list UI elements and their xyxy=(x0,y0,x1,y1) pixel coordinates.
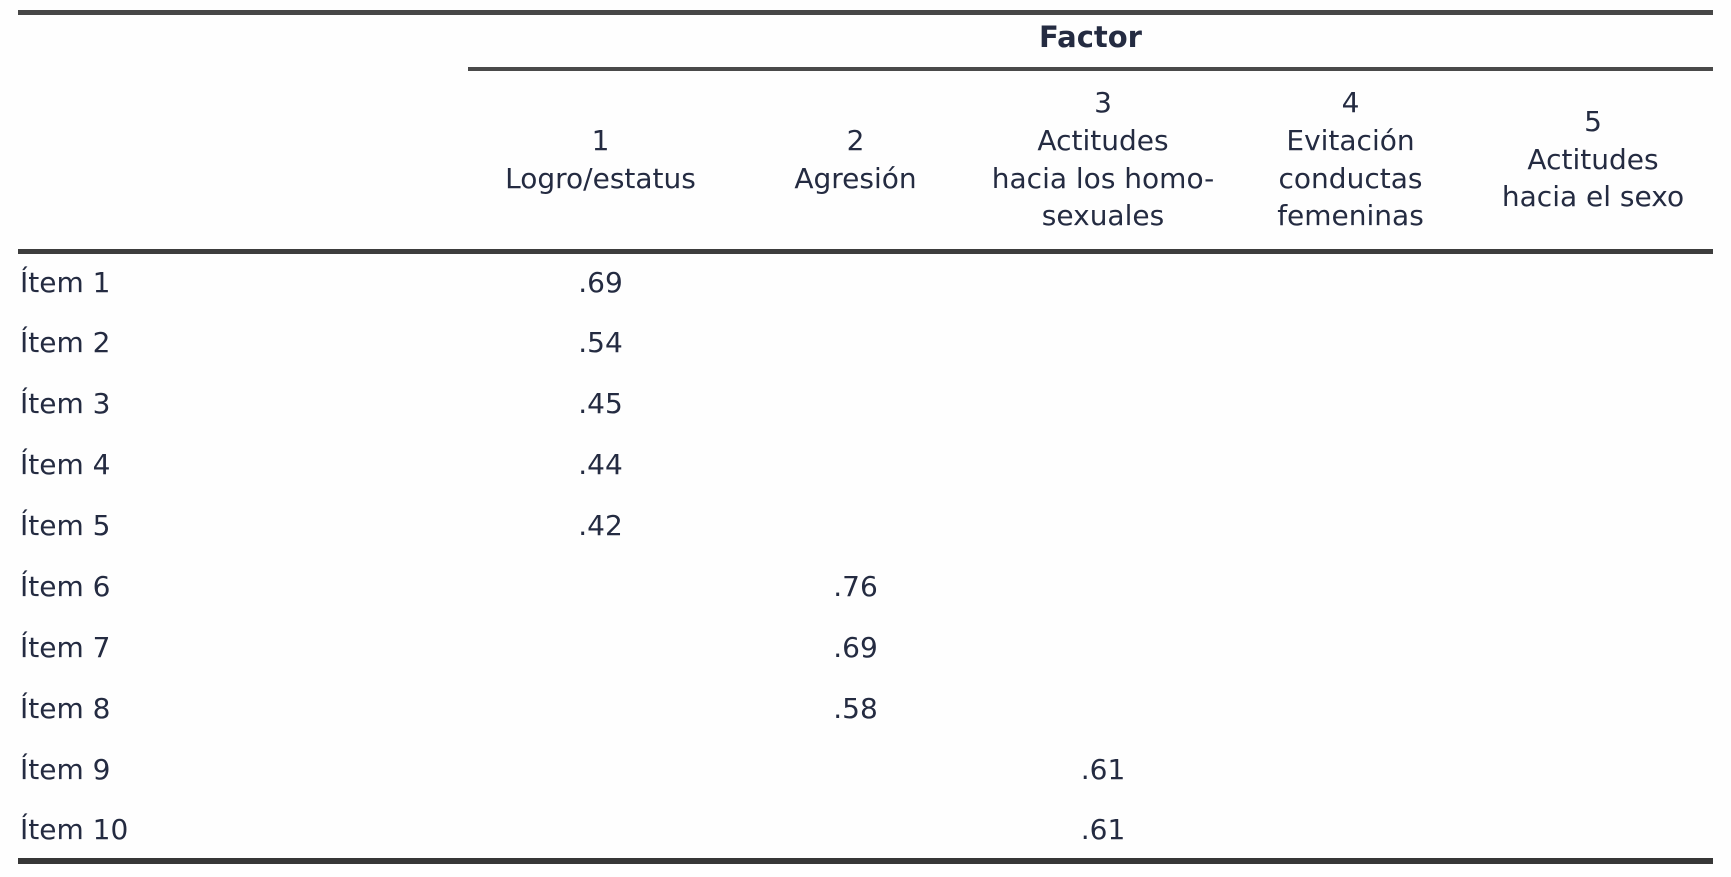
loading-cell xyxy=(468,739,733,800)
loading-cell xyxy=(733,312,978,373)
loading-cell: .54 xyxy=(578,326,623,359)
column-header-actitudes-homosexuales: 3 Actitudes hacia los homo- sexuales xyxy=(978,68,1228,254)
loading-cell xyxy=(733,739,978,800)
loading-cell xyxy=(733,495,978,556)
row-label: Ítem 3 xyxy=(20,387,111,420)
row-label: Ítem 10 xyxy=(18,800,468,864)
loading-cell: .61 xyxy=(1080,753,1126,786)
loading-cell xyxy=(978,678,1228,739)
loading-cell xyxy=(1473,434,1713,495)
loading-cell xyxy=(733,434,978,495)
empty-corner-cell xyxy=(18,13,468,69)
loading-cell xyxy=(468,678,733,739)
loading-cell: .42 xyxy=(578,509,623,542)
loading-cell: .45 xyxy=(578,387,623,420)
table-row: Ítem 3 .45 xyxy=(18,373,1713,434)
column-header-evitacion-conductas: 4 Evitación conductas femeninas xyxy=(1228,68,1473,254)
table-row: Ítem 9 .61 xyxy=(18,739,1713,800)
loading-cell xyxy=(1228,312,1473,373)
loading-cell xyxy=(978,373,1228,434)
row-label: Ítem 1 xyxy=(20,266,111,300)
loading-cell xyxy=(733,373,978,434)
loading-cell xyxy=(1473,251,1713,312)
loading-cell: .58 xyxy=(833,692,878,725)
loading-cell xyxy=(1473,800,1713,864)
empty-corner-cell xyxy=(18,68,468,254)
table-row: Ítem 6 .76 xyxy=(18,556,1713,617)
table-body: Ítem 1 .69 Ítem 2 .54 Ítem 3 .45 Ítem 4 … xyxy=(18,251,1713,864)
loading-cell xyxy=(1228,434,1473,495)
loading-cell xyxy=(733,800,978,864)
loading-cell xyxy=(978,556,1228,617)
table-row: Ítem 2 .54 xyxy=(18,312,1713,373)
table-row: Ítem 10 .61 xyxy=(18,800,1713,864)
table-row: Ítem 1 .69 xyxy=(18,251,1713,312)
row-label: Ítem 4 xyxy=(20,448,111,481)
row-label: Ítem 6 xyxy=(20,570,111,603)
loading-cell xyxy=(1473,495,1713,556)
row-label: Ítem 9 xyxy=(20,753,111,786)
loading-cell xyxy=(1228,251,1473,312)
loading-cell xyxy=(1228,800,1473,864)
loading-cell xyxy=(1228,495,1473,556)
factor-loadings-table: Factor 1 Logro/estatus 2 Agresión 3 Acti… xyxy=(18,10,1713,864)
loading-cell: .76 xyxy=(833,570,878,603)
factor-group-header: Factor xyxy=(468,12,1713,71)
row-label: Ítem 5 xyxy=(20,509,111,542)
loading-cell: .69 xyxy=(578,266,623,300)
table-row: Ítem 5 .42 xyxy=(18,495,1713,556)
loading-cell xyxy=(1228,617,1473,678)
row-label: Ítem 2 xyxy=(20,326,111,359)
column-header-agresion: 2 Agresión xyxy=(733,68,978,254)
row-label: Ítem 7 xyxy=(20,631,111,664)
loading-cell xyxy=(468,556,733,617)
loading-cell xyxy=(1473,678,1713,739)
loading-cell xyxy=(978,251,1228,312)
table-row: Ítem 8 .58 xyxy=(18,678,1713,739)
loading-cell xyxy=(978,495,1228,556)
loading-cell xyxy=(1473,312,1713,373)
loading-cell xyxy=(468,800,733,864)
loading-cell: .61 xyxy=(978,800,1228,864)
column-header-row: 1 Logro/estatus 2 Agresión 3 Actitudes h… xyxy=(18,68,1713,254)
loading-cell xyxy=(978,617,1228,678)
loading-cell xyxy=(978,312,1228,373)
loading-cell: .69 xyxy=(833,631,878,664)
loading-cell xyxy=(733,251,978,312)
loading-cell xyxy=(978,434,1228,495)
loading-cell xyxy=(1473,556,1713,617)
table-row: Ítem 4 .44 xyxy=(18,434,1713,495)
loading-cell xyxy=(1228,556,1473,617)
loading-cell xyxy=(1228,739,1473,800)
column-header-actitudes-sexo: 5 Actitudes hacia el sexo xyxy=(1473,68,1713,254)
loading-cell xyxy=(468,617,733,678)
loading-cell xyxy=(1473,373,1713,434)
loading-cell xyxy=(1228,373,1473,434)
row-label: Ítem 8 xyxy=(20,692,111,725)
factor-spanner-row: Factor xyxy=(18,12,1713,71)
loading-cell: .44 xyxy=(578,448,623,481)
loading-cell xyxy=(1473,739,1713,800)
table-row: Ítem 7 .69 xyxy=(18,617,1713,678)
loading-cell xyxy=(1473,617,1713,678)
column-header-logro-estatus: 1 Logro/estatus xyxy=(468,68,733,254)
loading-cell xyxy=(1228,678,1473,739)
